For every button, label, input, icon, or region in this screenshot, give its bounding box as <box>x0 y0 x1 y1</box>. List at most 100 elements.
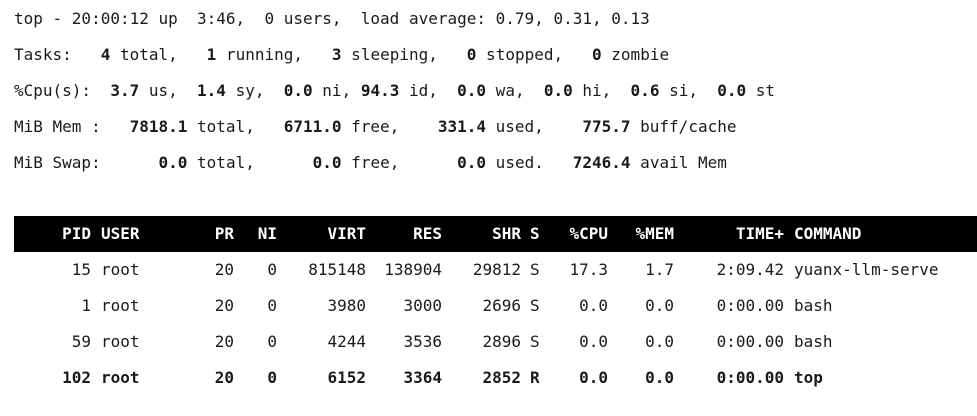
mem-used-label: used, <box>486 117 583 136</box>
pr-cell: 20 <box>214 332 234 351</box>
ni-cell: 0 <box>267 296 277 315</box>
cpu-si-label: si, <box>659 81 718 100</box>
mem-free: 6711.0 <box>283 117 342 136</box>
cpu-cell: 0.0 <box>579 332 608 351</box>
mem-total-label: total, <box>187 117 284 136</box>
mem-prefix: MiB Mem : <box>14 117 130 136</box>
pid-cell: 15 <box>71 260 91 279</box>
process-table-header <box>14 216 977 252</box>
command-cell: bash <box>794 332 833 351</box>
time-cell: 0:00.00 <box>716 332 784 351</box>
cpu-ni: 0.0 <box>283 81 313 100</box>
pr-cell: 20 <box>214 260 234 279</box>
ni-cell: 0 <box>267 368 277 387</box>
cpu-id: 94.3 <box>360 81 400 100</box>
table-row[interactable]: 1 root 20 0 3980 3000 2696 S 0.0 0.0 0:0… <box>0 288 977 324</box>
command-cell: top <box>794 368 823 387</box>
mem-free-label: free, <box>341 117 438 136</box>
swap-used: 0.0 <box>457 153 487 172</box>
pid-cell: 1 <box>81 296 91 315</box>
mem-line: MiB Mem : 7818.1 total, 6711.0 free, 331… <box>14 115 736 139</box>
state-cell: R <box>530 368 540 387</box>
swap-free-label: free, <box>341 153 458 172</box>
user-cell: root <box>101 368 140 387</box>
col-res[interactable]: RES <box>413 224 442 243</box>
cpu-cell: 0.0 <box>579 368 608 387</box>
cpu-id-label: id, <box>399 81 458 100</box>
tasks-sleeping-label: sleeping, <box>341 45 467 64</box>
cpu-st: 0.0 <box>717 81 747 100</box>
uptime-line: top - 20:00:12 up 3:46, 0 users, load av… <box>14 9 650 28</box>
res-cell: 3000 <box>403 296 442 315</box>
state-cell: S <box>530 296 540 315</box>
swap-avail-label: avail Mem <box>630 153 727 172</box>
mem-buff-cache-label: buff/cache <box>630 117 737 136</box>
mem-used: 331.4 <box>437 117 487 136</box>
shr-cell: 2852 <box>482 368 521 387</box>
tasks-zombie: 0 <box>592 45 602 64</box>
col-shr[interactable]: SHR <box>492 224 521 243</box>
cpu-hi-label: hi, <box>572 81 631 100</box>
process-table-header-row: PID USER PR NI VIRT RES SHR S %CPU %MEM … <box>0 216 977 252</box>
col-state[interactable]: S <box>530 224 540 243</box>
shr-cell: 2896 <box>482 332 521 351</box>
command-cell: bash <box>794 296 833 315</box>
mem-total: 7818.1 <box>129 117 188 136</box>
col-ni[interactable]: NI <box>257 224 277 243</box>
state-cell: S <box>530 332 540 351</box>
virt-cell: 3980 <box>327 296 366 315</box>
user-cell: root <box>101 296 140 315</box>
mem-cell: 0.0 <box>645 368 674 387</box>
cpu-sy-label: sy, <box>225 81 284 100</box>
pid-cell: 59 <box>71 332 91 351</box>
virt-cell: 6152 <box>327 368 366 387</box>
virt-cell: 4244 <box>327 332 366 351</box>
col-cpu[interactable]: %CPU <box>569 224 608 243</box>
mem-buff-cache: 775.7 <box>582 117 631 136</box>
swap-avail: 7246.4 <box>572 153 631 172</box>
tasks-prefix: Tasks: <box>14 45 101 64</box>
col-user[interactable]: USER <box>101 224 140 243</box>
pr-cell: 20 <box>214 368 234 387</box>
tasks-running: 1 <box>206 45 217 64</box>
cpu-cell: 0.0 <box>579 296 608 315</box>
tasks-total-label: total, <box>110 45 207 64</box>
pr-cell: 20 <box>214 296 234 315</box>
ni-cell: 0 <box>267 332 277 351</box>
shr-cell: 2696 <box>482 296 521 315</box>
table-row[interactable]: 59 root 20 0 4244 3536 2896 S 0.0 0.0 0:… <box>0 324 977 360</box>
ni-cell: 0 <box>267 260 277 279</box>
swap-used-label: used. <box>486 153 573 172</box>
table-row[interactable]: 102 root 20 0 6152 3364 2852 R 0.0 0.0 0… <box>0 360 977 396</box>
mem-cell: 0.0 <box>645 296 674 315</box>
col-mem[interactable]: %MEM <box>635 224 674 243</box>
tasks-stopped: 0 <box>466 45 477 64</box>
cpu-cell: 17.3 <box>569 260 608 279</box>
tasks-zombie-label: zombie <box>601 45 670 64</box>
col-pr[interactable]: PR <box>214 224 234 243</box>
col-time[interactable]: TIME+ <box>735 224 784 243</box>
time-cell: 0:00.00 <box>716 368 784 387</box>
user-cell: root <box>101 332 140 351</box>
mem-cell: 1.7 <box>645 260 674 279</box>
user-cell: root <box>101 260 140 279</box>
cpu-st-label: st <box>746 81 776 100</box>
tasks-running-label: running, <box>216 45 332 64</box>
state-cell: S <box>530 260 540 279</box>
swap-total-label: total, <box>187 153 313 172</box>
swap-free: 0.0 <box>312 153 342 172</box>
cpu-ni-label: ni, <box>312 81 361 100</box>
time-cell: 2:09.42 <box>716 260 784 279</box>
cpu-sy: 1.4 <box>197 81 226 100</box>
cpu-wa-label: wa, <box>486 81 544 100</box>
tasks-stopped-label: stopped, <box>476 45 593 64</box>
tasks-sleeping: 3 <box>331 45 342 64</box>
table-row[interactable]: 15 root 20 0 815148 138904 29812 S 17.3 … <box>0 252 977 288</box>
cpu-hi: 0.0 <box>543 81 573 100</box>
tasks-total: 4 <box>100 45 111 64</box>
time-cell: 0:00.00 <box>716 296 784 315</box>
col-command[interactable]: COMMAND <box>794 224 862 243</box>
col-virt[interactable]: VIRT <box>327 224 366 243</box>
col-pid[interactable]: PID <box>62 224 91 243</box>
